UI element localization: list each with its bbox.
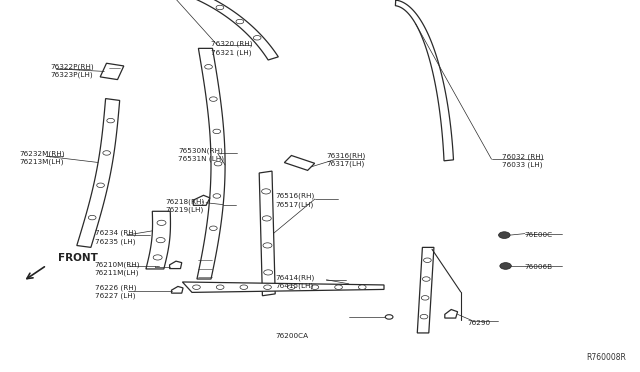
Circle shape bbox=[157, 220, 166, 225]
Text: 76006B: 76006B bbox=[525, 264, 553, 270]
Circle shape bbox=[97, 183, 104, 187]
Text: 76290: 76290 bbox=[467, 320, 490, 326]
Polygon shape bbox=[396, 0, 454, 161]
Text: 76E00C: 76E00C bbox=[525, 232, 553, 238]
Text: 76414(RH)
76415(LH): 76414(RH) 76415(LH) bbox=[275, 275, 314, 289]
Text: 76316(RH)
76317(LH): 76316(RH) 76317(LH) bbox=[326, 153, 365, 167]
Polygon shape bbox=[193, 195, 210, 205]
Text: 76320 (RH)
76321 (LH): 76320 (RH) 76321 (LH) bbox=[211, 41, 253, 56]
Text: 76232M(RH)
76213M(LH): 76232M(RH) 76213M(LH) bbox=[19, 151, 65, 166]
Polygon shape bbox=[172, 286, 183, 293]
Polygon shape bbox=[170, 261, 182, 269]
Polygon shape bbox=[100, 63, 124, 80]
Circle shape bbox=[500, 263, 511, 269]
Circle shape bbox=[88, 215, 96, 220]
Text: 76200CA: 76200CA bbox=[275, 333, 308, 339]
Circle shape bbox=[262, 189, 271, 194]
Circle shape bbox=[264, 270, 273, 275]
Text: 76218(RH)
76219(LH): 76218(RH) 76219(LH) bbox=[165, 198, 204, 213]
Circle shape bbox=[193, 285, 200, 289]
Circle shape bbox=[216, 285, 224, 289]
Circle shape bbox=[311, 285, 319, 289]
Text: R760008R: R760008R bbox=[586, 353, 626, 362]
Circle shape bbox=[213, 129, 221, 134]
Text: 76322P(RH)
76323P(LH): 76322P(RH) 76323P(LH) bbox=[50, 63, 93, 78]
Circle shape bbox=[213, 194, 221, 198]
Circle shape bbox=[358, 285, 366, 289]
Circle shape bbox=[264, 285, 271, 289]
Text: 76226 (RH)
76227 (LH): 76226 (RH) 76227 (LH) bbox=[95, 285, 136, 299]
Circle shape bbox=[385, 315, 393, 319]
Circle shape bbox=[262, 216, 271, 221]
Polygon shape bbox=[445, 310, 458, 318]
Circle shape bbox=[209, 97, 217, 101]
Circle shape bbox=[107, 118, 115, 123]
Text: FRONT: FRONT bbox=[58, 253, 97, 263]
Circle shape bbox=[420, 314, 428, 319]
Circle shape bbox=[103, 151, 111, 155]
Polygon shape bbox=[417, 247, 434, 333]
Circle shape bbox=[421, 296, 429, 300]
Circle shape bbox=[422, 277, 430, 281]
Circle shape bbox=[424, 258, 431, 263]
Polygon shape bbox=[259, 171, 275, 296]
Polygon shape bbox=[134, 0, 278, 60]
Circle shape bbox=[335, 285, 342, 289]
Circle shape bbox=[253, 36, 261, 40]
Circle shape bbox=[499, 232, 510, 238]
Polygon shape bbox=[284, 155, 315, 170]
Circle shape bbox=[214, 161, 222, 166]
Circle shape bbox=[205, 65, 212, 69]
Polygon shape bbox=[182, 282, 384, 292]
Circle shape bbox=[216, 5, 224, 10]
Text: 76516(RH)
76517(LH): 76516(RH) 76517(LH) bbox=[275, 193, 314, 208]
Text: 76234 (RH)
76235 (LH): 76234 (RH) 76235 (LH) bbox=[95, 230, 136, 245]
Circle shape bbox=[209, 226, 217, 231]
Text: 76032 (RH)
76033 (LH): 76032 (RH) 76033 (LH) bbox=[502, 153, 544, 168]
Circle shape bbox=[263, 243, 272, 248]
Circle shape bbox=[287, 285, 295, 289]
Polygon shape bbox=[197, 48, 225, 279]
Circle shape bbox=[240, 285, 248, 289]
Circle shape bbox=[156, 237, 165, 243]
Polygon shape bbox=[77, 99, 120, 247]
Circle shape bbox=[153, 255, 162, 260]
Text: 76530N(RH)
76531N (LH): 76530N(RH) 76531N (LH) bbox=[178, 148, 224, 163]
Text: 76210M(RH)
76211M(LH): 76210M(RH) 76211M(LH) bbox=[95, 261, 140, 276]
Polygon shape bbox=[146, 211, 170, 269]
Circle shape bbox=[236, 19, 244, 24]
